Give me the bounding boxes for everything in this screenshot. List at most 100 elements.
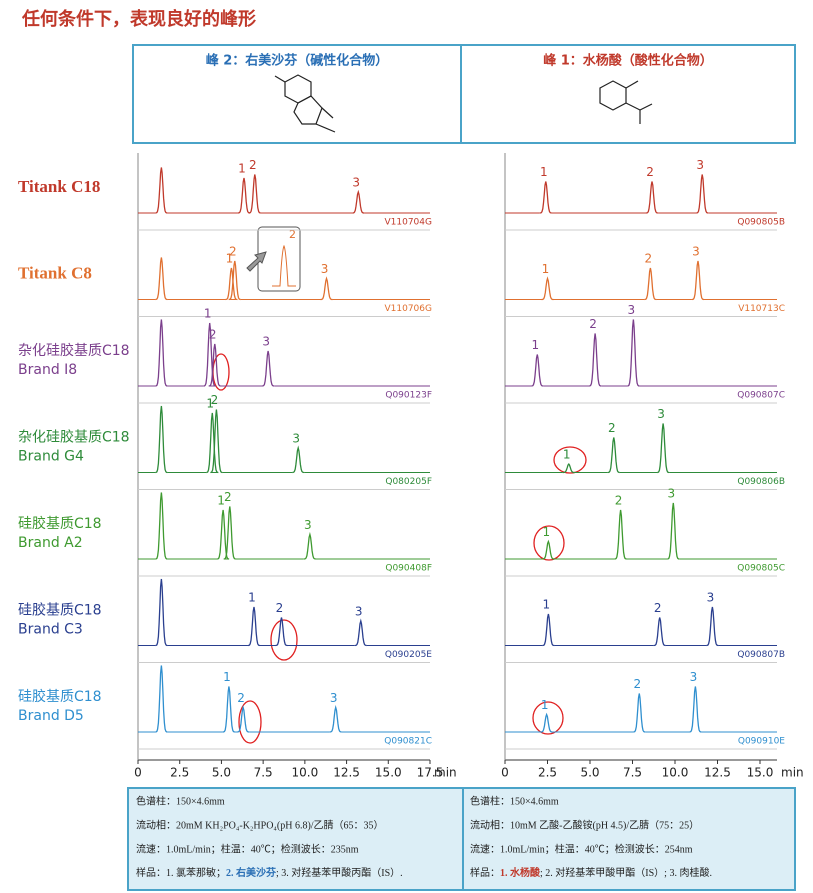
peak-label: 2 (211, 393, 219, 407)
header-right: 峰 1：水杨酸（酸性化合物） (543, 53, 713, 69)
x-tick-label: 15.0 (747, 766, 774, 780)
peak (247, 606, 261, 647)
sample-part: 样品： (470, 866, 500, 879)
x-tick-label: 10.0 (291, 766, 318, 780)
peak (562, 463, 575, 474)
peak (633, 693, 646, 733)
peak (542, 613, 555, 647)
row-brand: Brand A2 (18, 535, 83, 551)
run-code: Q090806B (737, 477, 785, 487)
peak (320, 276, 333, 301)
x-axis-label: min (781, 766, 804, 780)
run-code: Q090807C (737, 391, 785, 401)
peak-label: 1 (204, 307, 212, 321)
peak-label: 1 (542, 262, 550, 276)
peak-label: 3 (292, 432, 300, 446)
x-tick-label: 15.0 (375, 766, 402, 780)
note-line: 色谱柱：150×4.6mm (136, 794, 225, 807)
peak (614, 509, 627, 560)
peak-label: 1 (238, 162, 246, 176)
x-axis-label: min (434, 766, 457, 780)
sample-part: ; 2. 对羟基苯甲酸甲酯（IS）; 3. 肉桂酸. (540, 866, 712, 879)
peak (627, 319, 640, 387)
x-tick-label: 7.5 (623, 766, 642, 780)
run-code: Q090910E (738, 737, 785, 747)
peak (352, 189, 365, 214)
peak-label: 1 (223, 670, 231, 684)
structure-left (274, 74, 336, 133)
peak-label: 2 (615, 494, 623, 508)
run-code: Q090805C (737, 564, 785, 574)
peak-label: 2 (237, 691, 245, 705)
peak (206, 412, 219, 474)
note-sample: 样品：1. 氯苯那敏；2. 右美沙芬; 3. 对羟基苯甲酸丙酯（IS）. (136, 866, 403, 879)
run-code: Q090205E (385, 650, 432, 660)
peak-label: 2 (646, 165, 654, 179)
peak-label: 2 (654, 601, 662, 615)
x-tick-label: 12.5 (704, 766, 731, 780)
run-code: Q080205F (385, 477, 432, 487)
x-tick-label: 0 (134, 766, 142, 780)
row-label: 硅胶基质C18 (18, 688, 102, 705)
row-brand: Brand G4 (18, 449, 84, 465)
peak-label: 1 (543, 598, 551, 612)
x-tick-label: 2.5 (538, 766, 557, 780)
peak (223, 506, 236, 560)
peak-label: 3 (690, 670, 698, 684)
row-brand: Brand C3 (18, 622, 83, 638)
peak (262, 350, 275, 387)
header-left: 峰 2：右美沙芬（碱性化合物） (206, 53, 389, 69)
peak-label: 1 (217, 494, 225, 508)
x-tick-label: 2.5 (170, 766, 189, 780)
peak (667, 502, 680, 560)
x-tick-label: 5.0 (580, 766, 599, 780)
peak-label: 3 (628, 303, 636, 317)
x-tick-label: 17.5 (417, 766, 444, 780)
run-code: V110706G (385, 304, 433, 314)
peak (275, 617, 288, 647)
peak (225, 267, 238, 301)
peak-label: 1 (248, 591, 256, 605)
peak-label: 2 (645, 252, 653, 266)
row-label: Titank C18 (18, 177, 100, 196)
peak (531, 354, 544, 387)
peak (155, 319, 168, 387)
peak-label: 3 (352, 176, 360, 190)
peak (303, 531, 316, 560)
inset-label: 2 (289, 228, 296, 241)
notes-box-right (462, 787, 796, 891)
peak (645, 181, 659, 214)
peak (589, 333, 602, 387)
run-code: V110713C (738, 304, 785, 314)
x-tick-label: 0 (501, 766, 509, 780)
peak (248, 174, 261, 214)
peak (228, 260, 241, 301)
inset-arrow (246, 251, 267, 272)
peak (208, 343, 221, 387)
peak (237, 704, 250, 733)
highlight-circles (212, 353, 587, 744)
x-tick-label: 10.0 (662, 766, 689, 780)
row-label: Titank C8 (18, 263, 92, 282)
note-line: 流速：1.0mL/min；柱温：40℃；检测波长：235nm (136, 842, 359, 855)
run-code: Q090805B (737, 218, 785, 228)
x-tick-label: 7.5 (254, 766, 273, 780)
peak (354, 618, 367, 647)
row-brand: Brand I8 (18, 362, 77, 378)
row-label: 杂化硅胶基质C18 (18, 342, 130, 359)
peak-label: 3 (657, 407, 665, 421)
structure-right (599, 80, 653, 124)
peak (696, 174, 709, 214)
run-code: Q090123F (385, 391, 432, 401)
peak-label: 1 (540, 165, 548, 179)
peak (691, 260, 705, 301)
peak (292, 445, 305, 474)
peak (607, 437, 620, 474)
run-code: Q090408F (385, 564, 432, 574)
peak (210, 409, 223, 474)
title: 任何条件下，表现良好的峰形 (21, 8, 256, 30)
header-box (132, 44, 796, 144)
peak-label: 2 (209, 328, 217, 342)
peak (644, 267, 657, 301)
peak-label: 1 (541, 698, 549, 712)
